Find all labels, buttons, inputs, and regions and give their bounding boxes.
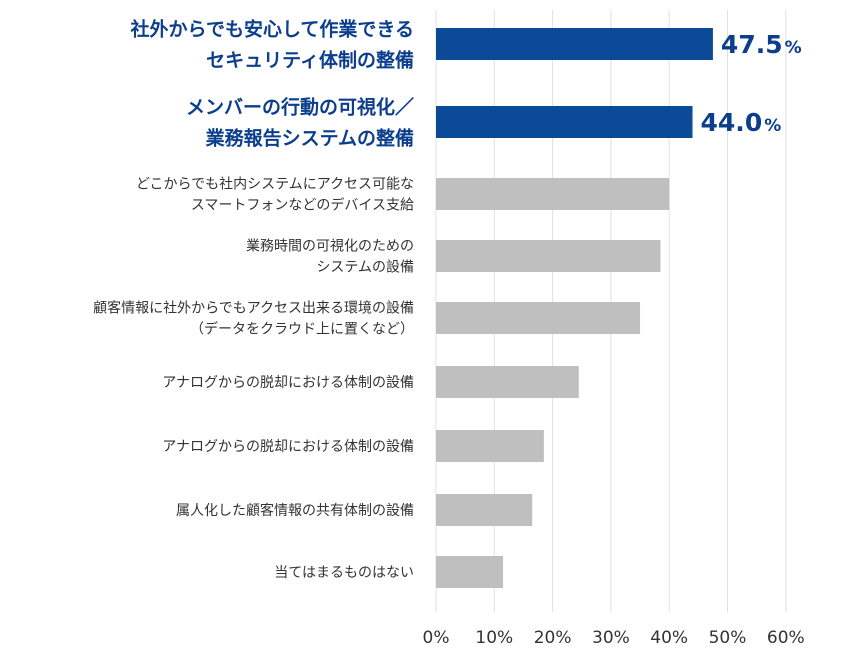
value-label-int: 47.	[721, 30, 765, 59]
x-tick-label: 0%	[423, 628, 450, 648]
x-tick-label: 20%	[534, 628, 572, 648]
bar-3	[436, 240, 661, 272]
category-label-line: 顧客情報に社外からでもアクセス出来る環境の設備	[93, 300, 414, 317]
value-label-dec: 5	[765, 30, 782, 59]
bar-1	[436, 106, 693, 138]
category-label-line: 業務時間の可視化のための	[246, 239, 414, 255]
category-label-line: （データをクラウド上に置くなど）	[190, 321, 414, 338]
bar-4	[436, 302, 641, 334]
value-label-1: 44.0%	[701, 108, 782, 137]
x-tick-label: 50%	[709, 628, 747, 648]
category-label-line: セキュリティ体制の整備	[206, 48, 414, 71]
value-label-int: 44.	[701, 108, 745, 137]
bar-6	[436, 430, 544, 462]
value-label-dec: 0	[745, 108, 762, 137]
category-label-6: アナログからの脱却における体制の設備	[162, 439, 414, 455]
x-tick-label: 10%	[475, 628, 513, 648]
value-label-0: 47.5%	[721, 30, 802, 59]
category-label-line: メンバーの行動の可視化／	[186, 95, 414, 118]
category-label-7: 属人化した顧客情報の共有体制の設備	[176, 502, 414, 519]
category-label-line: 社外からでも安心して作業できる	[130, 17, 414, 40]
x-tick-label: 40%	[650, 628, 688, 648]
x-axis-ticks: 0% 10% 20% 30% 40% 50% 60%	[423, 628, 805, 648]
category-label-3: 業務時間の可視化のためのシステムの設備	[246, 239, 414, 276]
category-label-line: 属人化した顧客情報の共有体制の設備	[176, 502, 414, 519]
category-label-8: 当てはまるものはない	[274, 565, 414, 581]
bars	[436, 28, 713, 588]
category-label-4: 顧客情報に社外からでもアクセス出来る環境の設備 （データをクラウド上に置くなど）	[93, 300, 414, 338]
category-label-2: どこからでも社内システムにアクセス可能なスマートフォンなどのデバイス支給	[136, 177, 414, 214]
value-labels: 47.5 %44.0%	[701, 30, 802, 137]
bar-0	[436, 28, 713, 60]
bar-5	[436, 366, 579, 398]
category-label-line: 業務報告システムの整備	[205, 126, 414, 149]
value-label-unit: %	[785, 38, 802, 58]
category-label-line: アナログからの脱却における体制の設備	[162, 375, 414, 391]
category-label-line: システムの設備	[316, 260, 414, 276]
category-label-line: スマートフォンなどのデバイス支給	[191, 197, 414, 214]
category-label-line: アナログからの脱却における体制の設備	[162, 439, 414, 455]
x-tick-label: 60%	[767, 628, 805, 648]
bar-2	[436, 178, 670, 210]
category-label-0: 社外からでも安心して作業できるセキュリティ体制の整備	[130, 17, 414, 71]
category-label-1: メンバーの行動の可視化／ 業務報告システムの整備	[186, 95, 414, 149]
category-label-line: 当てはまるものはない	[274, 565, 414, 581]
bar-7	[436, 494, 533, 526]
x-tick-label: 30%	[592, 628, 630, 648]
value-label-unit: %	[764, 116, 781, 136]
bar-8	[436, 556, 504, 588]
category-label-5: アナログからの脱却における体制の設備	[162, 375, 414, 391]
category-label-line: どこからでも社内システムにアクセス可能な	[136, 177, 414, 193]
